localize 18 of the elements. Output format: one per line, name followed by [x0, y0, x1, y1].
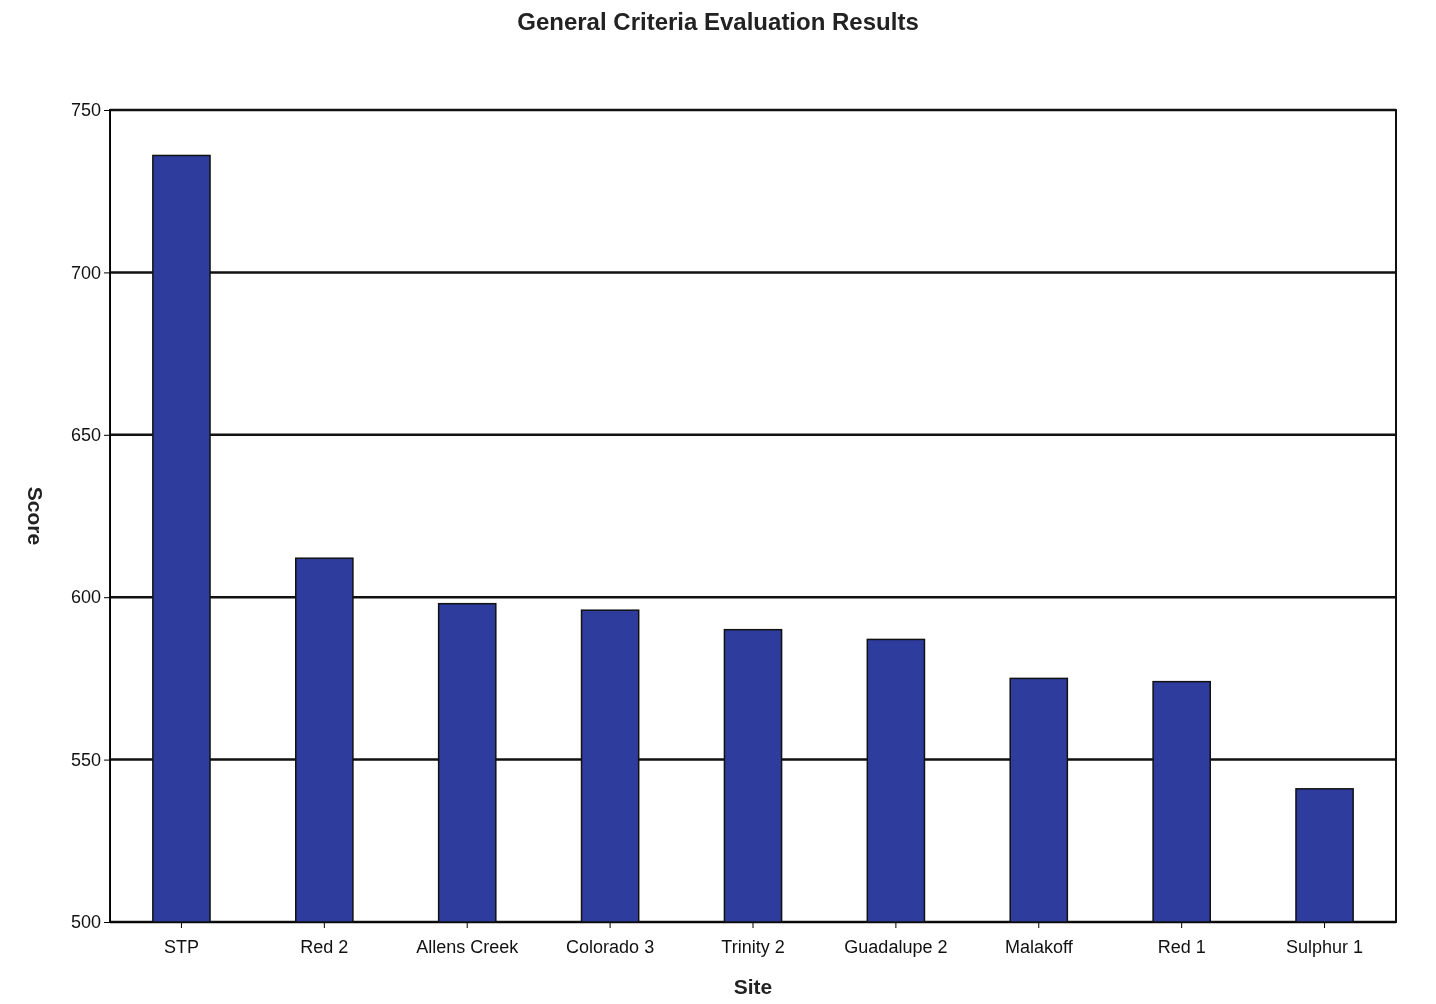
chart-title: General Criteria Evaluation Results	[517, 8, 919, 35]
y-tick-label: 650	[70, 425, 101, 446]
y-axis-title: Score	[24, 486, 47, 546]
y-tick-label: 600	[70, 587, 101, 608]
x-tick-label: Red 2	[300, 936, 349, 957]
x-tick-label: STP	[163, 936, 199, 957]
x-tick-label: Sulphur 1	[1286, 936, 1364, 957]
x-tick-label: Trinity 2	[721, 936, 785, 957]
x-axis-title: Site	[733, 975, 773, 998]
y-tick-label: 750	[70, 100, 101, 121]
x-tick-label: Colorado 3	[566, 936, 655, 957]
x-tick-label: Red 1	[1157, 936, 1206, 957]
y-tick-label: 550	[70, 749, 101, 770]
x-tick-label: Guadalupe 2	[844, 936, 948, 957]
y-tick-label: 500	[70, 912, 101, 933]
y-tick-label: 700	[70, 262, 101, 283]
x-tick-label: Malakoff	[1004, 936, 1074, 957]
x-tick-label: Allens Creek	[416, 936, 520, 957]
